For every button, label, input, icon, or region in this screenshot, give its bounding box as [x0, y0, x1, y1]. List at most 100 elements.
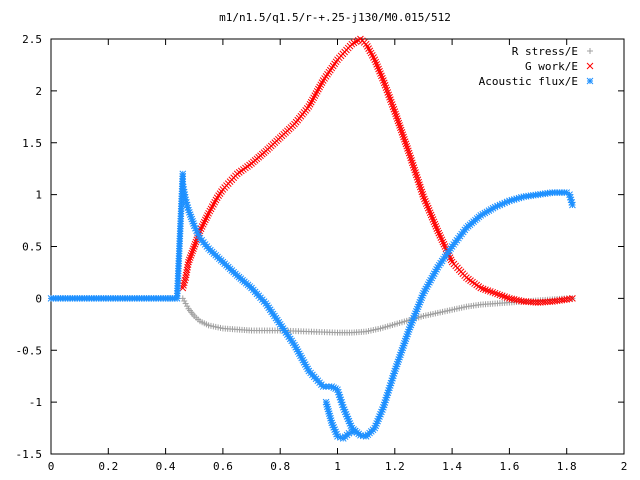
data-point	[201, 216, 209, 224]
data-point	[373, 61, 381, 68]
data-point	[351, 427, 359, 435]
data-point	[179, 295, 186, 302]
data-point	[376, 67, 383, 75]
data-point	[560, 296, 568, 304]
legend-label: R stress/E	[512, 45, 578, 58]
y-tick-label: 2	[35, 85, 42, 98]
data-point	[182, 274, 190, 281]
data-point	[382, 84, 390, 92]
x-tick-label: 0.8	[270, 460, 290, 473]
data-point	[407, 154, 415, 162]
data-point	[489, 288, 497, 296]
data-point	[414, 176, 422, 184]
data-point	[532, 298, 540, 306]
y-tick-label: 1	[35, 189, 42, 202]
data-point	[199, 220, 207, 228]
data-point	[190, 243, 198, 250]
data-point	[427, 211, 435, 219]
data-point	[408, 159, 416, 167]
data-point	[435, 229, 443, 237]
data-point	[420, 193, 427, 201]
data-point	[416, 181, 423, 188]
y-tick-label: 2.5	[22, 33, 42, 46]
data-point	[384, 89, 392, 96]
data-point	[483, 208, 491, 216]
data-point	[425, 207, 433, 214]
data-point	[400, 133, 407, 141]
x-tick-label: 0	[48, 460, 55, 473]
data-point	[421, 195, 428, 203]
legend-marker	[586, 62, 594, 70]
data-point	[385, 91, 392, 99]
data-point	[408, 157, 415, 164]
data-point	[380, 79, 388, 87]
data-point	[422, 200, 430, 207]
data-point	[423, 202, 431, 210]
data-point	[424, 204, 432, 212]
data-point	[372, 58, 380, 66]
data-point	[389, 103, 397, 111]
data-point	[417, 186, 425, 193]
data-point	[403, 142, 411, 150]
data-point	[501, 293, 508, 300]
data-point	[184, 263, 191, 271]
data-point	[491, 289, 499, 297]
y-tick-label: 0.5	[22, 241, 42, 254]
data-point	[404, 147, 412, 155]
data-point	[434, 227, 442, 235]
data-point	[484, 287, 492, 294]
data-point	[203, 214, 210, 222]
legend-label: Acoustic flux/E	[479, 75, 578, 88]
data-point	[371, 56, 379, 64]
data-point	[392, 110, 399, 118]
data-point	[411, 166, 419, 174]
data-point	[413, 173, 421, 181]
data-point	[486, 288, 494, 295]
data-point	[188, 249, 196, 257]
x-tick-label: 1	[334, 460, 341, 473]
data-point	[418, 188, 426, 196]
series-2	[47, 170, 576, 440]
data-point	[440, 240, 448, 248]
data-point	[390, 105, 398, 113]
legend: R stress/E G work/E Acoustic flux/E	[479, 45, 594, 88]
y-tick-label: -0.5	[16, 344, 43, 357]
series-3	[322, 398, 359, 442]
data-point	[438, 236, 446, 244]
data-point	[182, 271, 190, 279]
data-point	[432, 223, 440, 230]
series-layer	[47, 35, 576, 442]
y-tick-label: -1	[29, 396, 42, 409]
data-point	[298, 354, 306, 362]
data-point	[182, 300, 189, 307]
data-point	[394, 117, 402, 125]
data-point	[198, 223, 206, 230]
data-point	[187, 252, 195, 259]
data-point	[569, 201, 576, 209]
data-point	[482, 286, 489, 294]
data-point	[569, 295, 576, 302]
data-point	[404, 145, 411, 152]
y-tick-label: 1.5	[22, 137, 42, 150]
data-point	[477, 284, 485, 292]
data-point	[191, 240, 199, 248]
data-point	[379, 77, 387, 84]
data-point	[185, 258, 192, 266]
data-point	[383, 86, 391, 94]
x-tick-label: 0.2	[98, 460, 118, 473]
legend-marker	[586, 77, 594, 85]
data-point	[402, 140, 410, 148]
data-point	[409, 161, 417, 169]
data-point	[183, 266, 191, 274]
data-point	[181, 297, 188, 304]
data-point	[431, 220, 439, 228]
data-point	[379, 74, 386, 82]
data-point	[387, 98, 395, 106]
data-point	[397, 126, 405, 134]
legend-marker	[587, 48, 593, 54]
data-point	[388, 101, 396, 108]
data-point	[436, 232, 444, 239]
axes: 0 0.2 0.4 0.6 0.8 1 1.2 1.4 1.6 1.8 22.521.510.50-…	[16, 33, 628, 473]
data-point	[439, 238, 447, 246]
